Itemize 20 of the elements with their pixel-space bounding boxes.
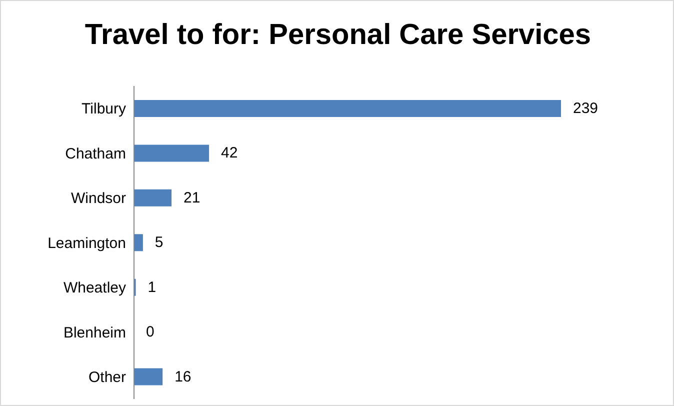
- data-label: 16: [174, 368, 192, 386]
- data-label: 239: [573, 100, 598, 117]
- data-label: 5: [154, 234, 164, 252]
- bar: [134, 100, 561, 117]
- bar: [134, 234, 143, 252]
- y-tick-label: Leamington: [48, 234, 126, 252]
- bar: [134, 368, 163, 386]
- data-label: 1: [148, 278, 156, 296]
- y-tick-label: Other: [88, 368, 126, 386]
- data-label: 21: [184, 189, 200, 206]
- bar: [134, 144, 210, 162]
- chart-title: Travel to for: Personal Care Services: [84, 19, 592, 52]
- y-tick-label: Chatham: [65, 145, 126, 162]
- data-label: 0: [146, 324, 154, 341]
- y-tick-label: Windsor: [70, 190, 126, 208]
- bar: [134, 189, 172, 206]
- y-tick-label: Wheatley: [63, 280, 126, 297]
- y-tick-label: Blenheim: [63, 324, 126, 342]
- y-tick-label: Tilbury: [82, 100, 126, 118]
- data-label: 42: [221, 144, 238, 162]
